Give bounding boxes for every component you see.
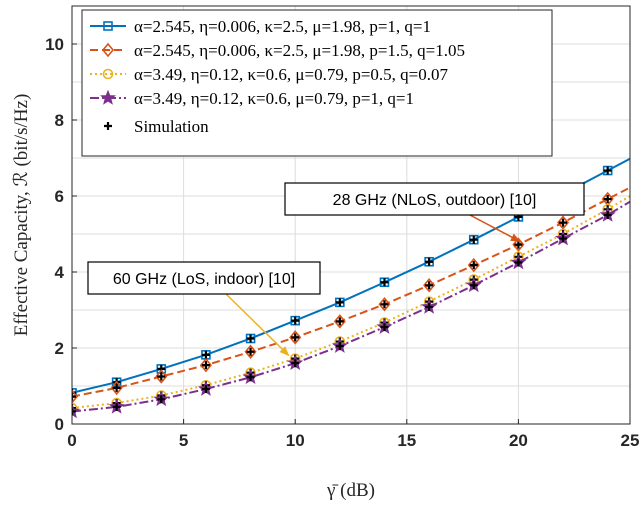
x-axis-label: γ̄ (dB)	[326, 480, 375, 501]
legend-marker	[103, 21, 113, 31]
x-tick-label: 0	[67, 431, 76, 450]
simulation-point	[425, 257, 434, 266]
simulation-point	[603, 195, 612, 204]
legend-marker-simulation	[104, 122, 112, 130]
simulation-point	[335, 342, 344, 351]
simulation-point	[246, 347, 255, 356]
y-tick-label: 2	[55, 339, 64, 358]
simulation-point	[469, 261, 478, 270]
x-tick-label: 5	[179, 431, 188, 450]
legend: α=2.545, η=0.006, κ=2.5, μ=1.98, p=1, q=…	[81, 9, 553, 157]
simulation-point	[112, 402, 121, 411]
simulation-point	[559, 218, 568, 227]
x-tick-label: 20	[509, 431, 528, 450]
x-tick-label: 25	[621, 431, 640, 450]
axes: 0 5 10 15 20 25 0 2 4 6 8 10 γ̄ (dB) Effective Capaci…	[11, 35, 639, 501]
legend-entry-3: α=3.49, η=0.12, κ=0.6, μ=0.79, p=0.5, q=…	[134, 65, 449, 84]
annotation-box	[284, 182, 585, 216]
series-2-point	[199, 357, 212, 373]
series-line-3	[72, 195, 630, 409]
annotation-arrow-28ghz	[467, 213, 521, 243]
series-3-point	[72, 402, 78, 414]
y-tick-label: 6	[55, 187, 64, 206]
y-tick-label: 0	[55, 415, 64, 434]
series-2-point	[467, 257, 480, 273]
simulation-point	[112, 383, 121, 392]
annotation-text-2: 60 GHz (LoS, indoor) [10]	[113, 271, 295, 288]
simulation-point	[603, 211, 612, 219]
simulation-point	[514, 240, 523, 249]
legend-marker	[102, 68, 114, 80]
series-2	[72, 186, 630, 404]
y-tick-label: 4	[55, 263, 65, 282]
simulation-point	[72, 404, 76, 413]
y-tick-label: 8	[55, 111, 64, 130]
x-tick-label: 10	[286, 431, 305, 450]
simulation-point	[291, 333, 300, 342]
simulation-point	[157, 395, 166, 404]
legend-entry-2: α=2.545, η=0.006, κ=2.5, μ=1.98, p=1.5, …	[134, 41, 465, 60]
simulation-point	[201, 350, 210, 359]
series-line-2	[72, 186, 630, 398]
simulation-point	[559, 234, 568, 243]
series-2-point	[378, 297, 391, 312]
simulation-point	[425, 281, 434, 290]
legend-marker	[101, 42, 115, 58]
plot-frame	[71, 5, 631, 425]
annotation-arrow-60ghz	[225, 293, 290, 357]
simulation-point	[380, 300, 389, 309]
annotation-text-1: 28 GHz (NLoS, outdoor) [10]	[333, 192, 537, 209]
simulation-point	[157, 372, 166, 381]
legend-entry-1: α=2.545, η=0.006, κ=2.5, μ=1.98, p=1, q=…	[134, 17, 431, 36]
series-2-point	[556, 215, 570, 230]
legend-entry-simulation: Simulation	[134, 117, 209, 136]
annotation-box	[87, 261, 321, 295]
simulation-point	[514, 258, 523, 267]
series-2-point	[244, 344, 257, 360]
simulation-point	[291, 316, 300, 325]
simulation-point	[469, 281, 478, 290]
simulation-point	[72, 392, 76, 401]
series-2-point	[512, 237, 525, 252]
y-tick-label: 10	[45, 35, 64, 54]
simulation-point	[201, 361, 210, 370]
simulation-point	[72, 407, 76, 416]
annotations: 28 GHz (NLoS, outdoor) [10] 60 GHz (LoS, …	[87, 182, 585, 295]
legend-marker	[100, 89, 116, 105]
legend-box	[81, 9, 553, 157]
y-axis-label: Effective Capacity, ℛ (bit/s/Hz)	[11, 94, 32, 337]
simulation-point	[246, 373, 255, 382]
series-2-point	[155, 369, 168, 384]
simulation-point	[246, 334, 255, 343]
series-line-4	[72, 200, 630, 413]
series-4	[72, 200, 630, 419]
series-2-point	[110, 380, 123, 396]
simulation-point	[335, 317, 344, 326]
simulation-point	[425, 302, 434, 311]
simulation-point	[380, 278, 389, 287]
series-2-point	[333, 314, 346, 329]
x-tick-label: 15	[397, 431, 416, 450]
simulation-point	[291, 359, 300, 368]
simulation-point	[335, 298, 344, 307]
simulation-point	[380, 323, 389, 332]
series-2-point	[72, 389, 79, 404]
simulation-point	[603, 166, 612, 175]
annotation-arrows	[225, 213, 521, 357]
simulation-point	[201, 385, 210, 394]
simulation-point	[469, 235, 478, 244]
legend-entry-4: α=3.49, η=0.12, κ=0.6, μ=0.79, p=1, q=1	[134, 89, 414, 108]
series-2-point	[289, 330, 302, 345]
series-2-point	[423, 278, 436, 293]
